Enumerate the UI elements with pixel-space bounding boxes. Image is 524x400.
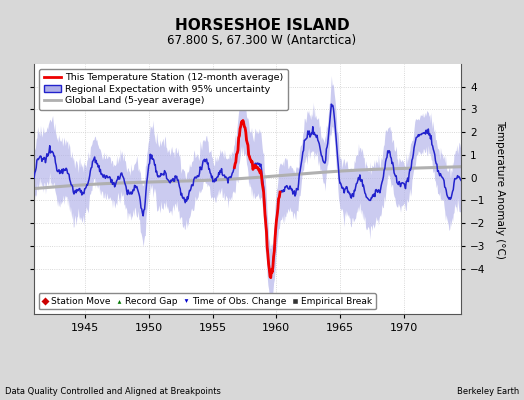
Text: HORSESHOE ISLAND: HORSESHOE ISLAND xyxy=(174,18,350,33)
Text: Data Quality Controlled and Aligned at Breakpoints: Data Quality Controlled and Aligned at B… xyxy=(5,387,221,396)
Legend: Station Move, Record Gap, Time of Obs. Change, Empirical Break: Station Move, Record Gap, Time of Obs. C… xyxy=(39,293,376,310)
Y-axis label: Temperature Anomaly (°C): Temperature Anomaly (°C) xyxy=(495,120,505,258)
Text: 67.800 S, 67.300 W (Antarctica): 67.800 S, 67.300 W (Antarctica) xyxy=(168,34,356,47)
Text: Berkeley Earth: Berkeley Earth xyxy=(456,387,519,396)
